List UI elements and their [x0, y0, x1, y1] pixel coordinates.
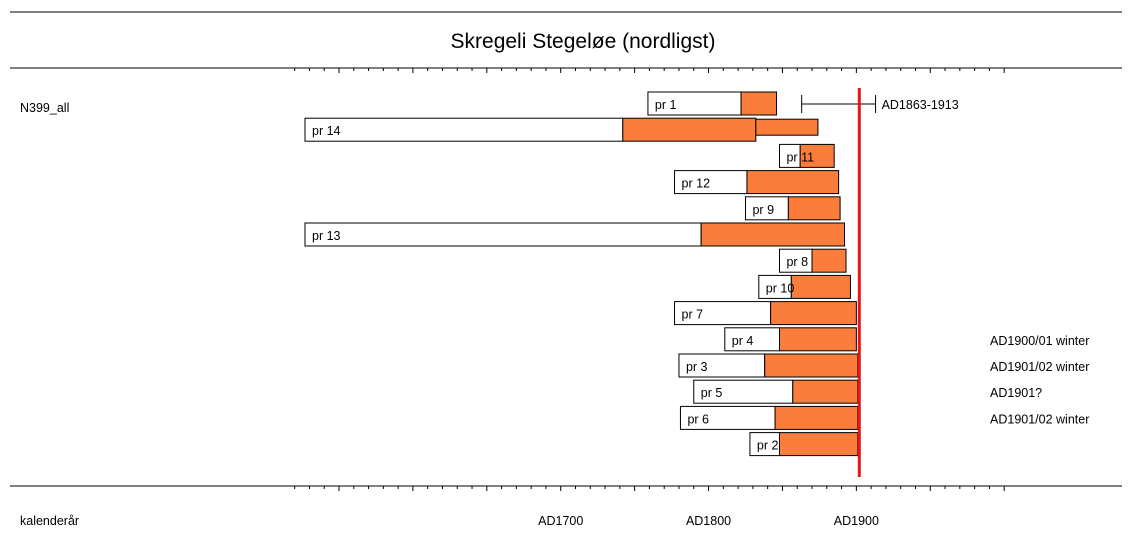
range-marker: AD1863-1913 [801, 95, 959, 113]
bar-label: pr 10 [766, 281, 795, 295]
range-label: AD1863-1913 [882, 98, 959, 112]
chart-title: Skregeli Stegeløe (nordligst) [451, 30, 716, 53]
bar-label: pr 7 [682, 308, 704, 322]
bar-label: pr 9 [752, 203, 774, 217]
bar-label: pr 4 [732, 334, 754, 348]
heartwood-bar [304, 222, 702, 247]
sapwood-bar [792, 379, 859, 404]
bars-group: pr 1 pr 14 pr 11 pr 12 pr 9 pr 13 pr 8 pr 10 pr … [304, 91, 1089, 457]
x-tick-label: AD1800 [686, 514, 731, 528]
bar-label: pr 12 [682, 177, 711, 191]
sapwood-bar [790, 274, 851, 299]
series-label: N399_all [20, 101, 69, 115]
sapwood-extension-bar [755, 118, 819, 136]
bar-note: AD1900/01 winter [990, 334, 1089, 348]
bar-note: AD1901? [990, 386, 1042, 400]
bar-label: pr 2 [757, 439, 779, 453]
bar-note: AD1901/02 winter [990, 360, 1089, 374]
bar-label: pr 6 [687, 412, 709, 426]
bar-label: pr 11 [786, 150, 814, 164]
bar-label: pr 8 [786, 255, 808, 269]
x-tick-label: AD1900 [834, 514, 879, 528]
heartwood-bar [304, 117, 624, 142]
sapwood-bar [799, 143, 835, 168]
x-axis-label: kalenderår [20, 514, 79, 528]
bar-label: pr 1 [655, 98, 677, 112]
sapwood-bar [811, 248, 847, 273]
bar-label: pr 13 [312, 229, 341, 243]
bar-label: pr 5 [701, 386, 723, 400]
bar-note: AD1901/02 winter [990, 412, 1089, 426]
bar-label: pr 14 [312, 124, 341, 138]
sapwood-bar [774, 405, 859, 430]
x-tick-label: AD1700 [538, 514, 583, 528]
sapwood-bar [740, 91, 778, 116]
sapwood-bar [770, 301, 857, 326]
top-axis [10, 67, 1122, 73]
sapwood-bar [764, 353, 859, 378]
sapwood-bar [778, 327, 857, 352]
sapwood-bar [700, 222, 846, 247]
x-tick-labels: AD1700 AD1800 AD1900 [538, 514, 879, 528]
sapwood-bar [746, 170, 840, 195]
bar-label: pr 3 [686, 360, 708, 374]
sapwood-bar [787, 196, 841, 221]
sapwood-bar [778, 432, 859, 457]
bottom-axis [10, 485, 1122, 491]
sapwood-bar [622, 117, 757, 142]
